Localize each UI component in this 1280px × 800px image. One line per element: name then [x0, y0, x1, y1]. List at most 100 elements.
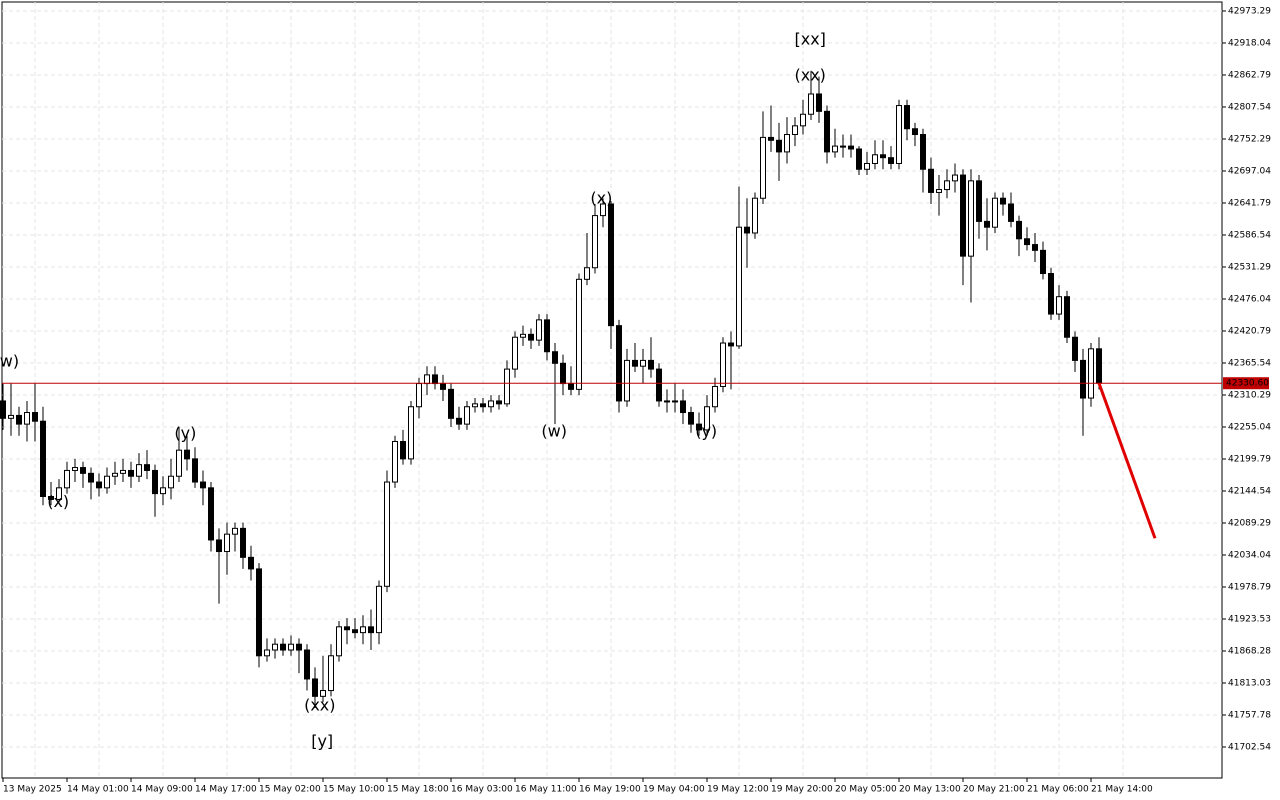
candle-body	[1048, 273, 1054, 315]
x-tick-label: 20 May 21:00	[963, 785, 1025, 795]
candle-body	[752, 197, 758, 234]
candle-body	[328, 655, 334, 692]
candle-body	[272, 643, 278, 651]
candle-body	[680, 400, 686, 414]
candle-body	[592, 215, 598, 269]
candle-body	[560, 362, 566, 385]
x-tick-label: 21 May 06:00	[1027, 785, 1089, 795]
candle-body	[24, 412, 30, 425]
candle-body	[424, 374, 430, 385]
y-tick-label: 42089.29	[1228, 518, 1271, 528]
y-tick-label: 42420.79	[1228, 326, 1271, 336]
candle-body	[616, 325, 622, 402]
candle-body	[992, 197, 998, 228]
candle-body	[176, 449, 182, 477]
x-tick-label: 19 May 12:00	[707, 785, 769, 795]
wave-label: (y)	[695, 422, 717, 441]
wave-label: (x)	[590, 188, 612, 207]
candle-body	[880, 154, 886, 159]
y-tick-label: 41868.28	[1228, 646, 1271, 656]
candle-body	[1040, 249, 1046, 275]
candle-body	[568, 383, 574, 390]
candle-body	[480, 403, 486, 408]
candle-body	[216, 539, 222, 553]
candle-body	[784, 134, 790, 153]
candle-body	[640, 359, 646, 367]
candle-body	[840, 145, 846, 148]
candle-body	[584, 267, 590, 280]
candle-body	[600, 203, 606, 217]
candle-body	[776, 139, 782, 153]
candle-body	[984, 220, 990, 228]
candle-body	[512, 336, 518, 370]
candle-body	[248, 556, 254, 570]
wave-label: (xx)	[794, 66, 825, 85]
candle-body	[688, 412, 694, 425]
candle-body	[520, 333, 526, 338]
candle-body	[728, 342, 734, 347]
candle-body	[488, 400, 494, 408]
candle-body	[824, 110, 830, 153]
candle-body	[352, 629, 358, 634]
y-tick-label: 42697.04	[1228, 166, 1271, 176]
x-tick-label: 20 May 05:00	[835, 785, 897, 795]
candle-body	[432, 374, 438, 385]
candle-body	[496, 400, 502, 405]
candle-body	[1088, 348, 1094, 399]
wave-label: (xx)	[304, 696, 335, 715]
y-tick-label: 41978.79	[1228, 582, 1271, 592]
candle-body	[40, 420, 46, 498]
candle-body	[72, 467, 78, 471]
candle-body	[120, 469, 126, 474]
candle-body	[912, 128, 918, 136]
y-tick-label: 42973.29	[1228, 6, 1271, 16]
x-tick-label: 15 May 18:00	[387, 785, 449, 795]
candle-body	[904, 105, 910, 130]
x-tick-label: 15 May 02:00	[259, 785, 321, 795]
candle-body	[80, 467, 86, 474]
candle-body	[1032, 244, 1038, 251]
candle-body	[800, 113, 806, 127]
x-tick-label: 21 May 14:00	[1091, 785, 1153, 795]
x-tick-label: 16 May 11:00	[515, 785, 577, 795]
y-tick-label: 42476.04	[1228, 294, 1271, 304]
candle-body	[112, 472, 118, 477]
candle-body	[544, 319, 550, 353]
x-tick-label: 14 May 01:00	[67, 785, 129, 795]
x-tick-label: 13 May 2025	[3, 785, 62, 795]
price-tag-label: 42330.60	[1226, 379, 1269, 389]
candle-body	[304, 649, 310, 680]
y-tick-label: 42255.04	[1228, 422, 1271, 432]
candle-body	[792, 125, 798, 136]
candle-body	[448, 388, 454, 419]
candle-body	[528, 333, 534, 341]
x-tick-label: 14 May 17:00	[195, 785, 257, 795]
candle-body	[960, 174, 966, 257]
candle-body	[416, 383, 422, 408]
candle-body	[312, 678, 318, 697]
candle-body	[928, 168, 934, 193]
candle-body	[232, 527, 238, 535]
wave-label: (y)	[174, 423, 196, 442]
candle-body	[88, 472, 94, 483]
y-tick-label: 42752.29	[1228, 134, 1271, 144]
candle-body	[160, 487, 166, 495]
y-tick-label: 42807.54	[1228, 102, 1271, 112]
y-tick-label: 42310.29	[1228, 390, 1271, 400]
wave-label: w)	[0, 352, 19, 371]
candle-body	[1064, 296, 1070, 338]
candle-body	[168, 475, 174, 489]
candle-body	[808, 93, 814, 115]
candle-body	[1024, 238, 1030, 246]
wave-label: [xx]	[794, 30, 825, 49]
x-tick-label: 20 May 13:00	[899, 785, 961, 795]
candle-body	[32, 412, 38, 422]
candle-body	[1056, 296, 1062, 315]
candle-body	[96, 481, 102, 489]
candle-body	[280, 643, 286, 651]
y-tick-label: 42144.54	[1228, 486, 1271, 496]
wave-label: (w)	[541, 422, 567, 441]
candle-body	[200, 481, 206, 489]
y-tick-label: 42531.29	[1228, 262, 1271, 272]
candle-body	[976, 180, 982, 222]
